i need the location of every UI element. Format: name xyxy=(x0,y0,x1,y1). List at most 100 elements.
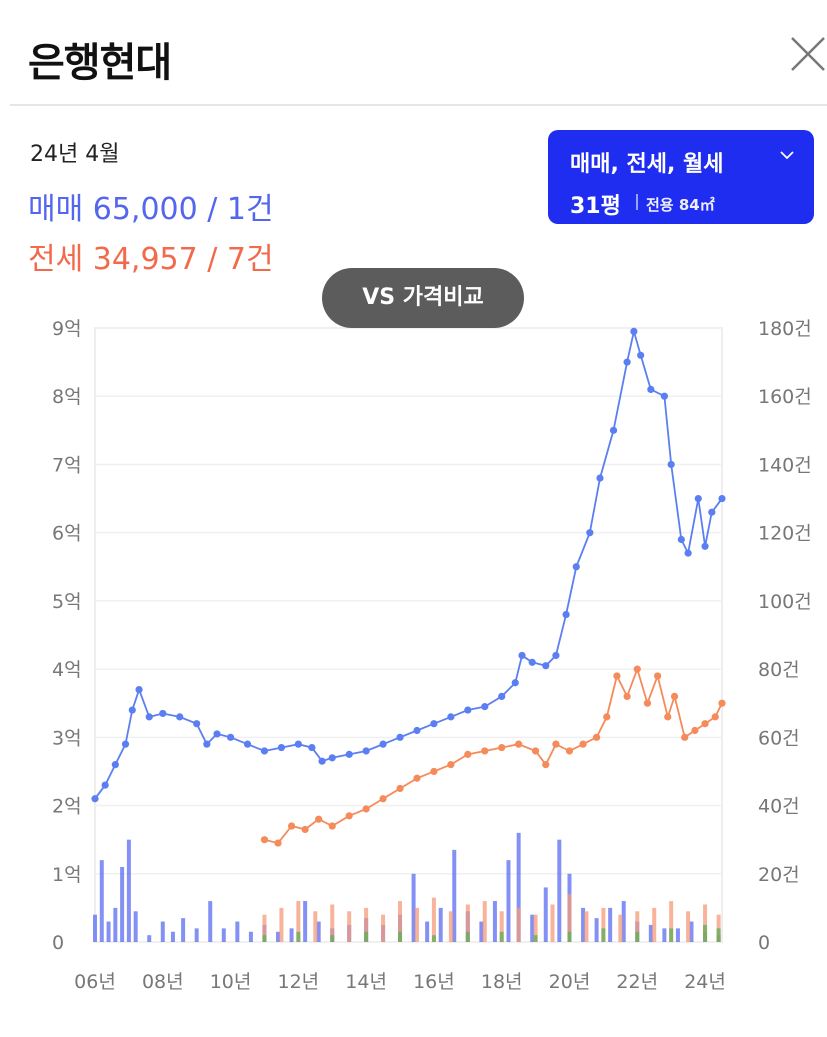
y-right-tick-label: 20건 xyxy=(758,864,800,886)
volume-bar xyxy=(465,904,470,942)
volume-bar xyxy=(465,931,470,942)
volume-bar xyxy=(330,935,335,942)
size-label: 31평 xyxy=(570,194,621,219)
volume-bar xyxy=(621,901,626,942)
data-point xyxy=(701,720,709,728)
y-right-tick-label: 40건 xyxy=(758,796,800,818)
volume-bar xyxy=(248,931,253,942)
data-point xyxy=(498,743,506,752)
volume-bar xyxy=(431,935,436,942)
volume-bar xyxy=(133,911,138,942)
volume-bar xyxy=(601,907,606,942)
data-point xyxy=(613,672,621,680)
data-point xyxy=(643,699,652,707)
data-point xyxy=(718,699,726,707)
data-point xyxy=(464,706,472,714)
volume-bar xyxy=(398,931,403,942)
volume-bar xyxy=(279,907,284,942)
volume-bar xyxy=(160,921,165,942)
volume-bar xyxy=(594,918,599,942)
volume-bar xyxy=(499,931,504,942)
data-point xyxy=(277,743,286,752)
data-point xyxy=(552,740,560,748)
volume-bar xyxy=(113,907,118,942)
data-point xyxy=(528,658,536,666)
volume-bar xyxy=(618,914,623,942)
volume-bar xyxy=(448,911,453,942)
volume-bar xyxy=(303,901,308,942)
volume-bar xyxy=(262,914,267,942)
x-tick-label: 18년 xyxy=(481,971,523,993)
data-point xyxy=(447,713,455,721)
data-point xyxy=(91,795,99,803)
data-point xyxy=(694,494,702,503)
volume-bar xyxy=(235,921,240,942)
data-point xyxy=(308,743,316,752)
data-point xyxy=(542,761,550,769)
data-point xyxy=(243,740,252,748)
close-icon[interactable] xyxy=(788,34,827,74)
data-point xyxy=(511,679,519,687)
page-title: 은행현대 xyxy=(28,40,172,86)
volume-bar xyxy=(126,839,131,942)
trade-filter-button[interactable]: 매매, 전세, 월세 31평 전용 84㎡ xyxy=(548,130,814,224)
data-point xyxy=(647,385,655,393)
volume-bar xyxy=(635,911,640,942)
volume-bar xyxy=(93,914,97,942)
header-divider xyxy=(10,104,827,106)
y-right-tick-label: 140건 xyxy=(758,454,812,476)
data-point xyxy=(654,672,662,680)
data-point xyxy=(413,774,421,782)
data-point xyxy=(596,474,604,482)
series-line xyxy=(94,331,723,800)
summary-jeonse: 전세 34,957 / 7건 xyxy=(28,242,274,277)
volume-bar xyxy=(347,911,352,942)
data-point xyxy=(274,839,282,847)
data-point xyxy=(531,747,540,755)
summary-sale: 매매 65,000 / 1건 xyxy=(28,192,274,227)
x-tick-label: 06년 xyxy=(74,971,116,993)
vs-compare-button[interactable]: VS 가격비교 xyxy=(322,268,524,328)
volume-bar xyxy=(364,907,369,942)
data-point xyxy=(586,529,594,537)
data-point xyxy=(396,784,404,793)
data-point xyxy=(677,535,685,544)
volume-bar xyxy=(381,914,386,942)
data-point xyxy=(111,761,119,769)
volume-bar xyxy=(543,887,548,942)
data-point xyxy=(708,508,716,516)
y-right-tick-label: 0 xyxy=(758,932,770,954)
data-point xyxy=(691,726,699,735)
volume-bar xyxy=(675,928,680,942)
trade-types-label: 매매, 전세, 월세 xyxy=(570,152,724,177)
volume-bar xyxy=(330,904,335,942)
volume-bar xyxy=(703,924,708,942)
volume-bar xyxy=(584,911,589,942)
data-point xyxy=(498,692,506,700)
volume-bar xyxy=(557,839,562,942)
data-point xyxy=(203,740,211,748)
volume-bar xyxy=(669,901,674,942)
data-point xyxy=(328,754,336,762)
data-point xyxy=(562,610,570,619)
volume-bar xyxy=(506,860,511,942)
y-left-tick-label: 9억 xyxy=(52,318,82,340)
volume-bar xyxy=(221,928,226,942)
data-point xyxy=(711,713,719,721)
data-point xyxy=(667,460,675,469)
data-point xyxy=(609,426,618,434)
volume-bar xyxy=(550,904,555,942)
data-point xyxy=(260,836,269,844)
x-tick-label: 20년 xyxy=(549,971,591,993)
y-left-tick-label: 4억 xyxy=(52,659,82,681)
volume-bar xyxy=(479,921,484,942)
x-tick-label: 16년 xyxy=(413,971,455,993)
volume-bar xyxy=(431,897,436,942)
y-right-tick-label: 100건 xyxy=(758,591,812,613)
volume-bar xyxy=(516,832,521,942)
data-point xyxy=(128,706,136,714)
data-point xyxy=(670,692,679,700)
data-point xyxy=(379,795,387,803)
data-point xyxy=(301,825,309,834)
data-point xyxy=(623,692,631,700)
